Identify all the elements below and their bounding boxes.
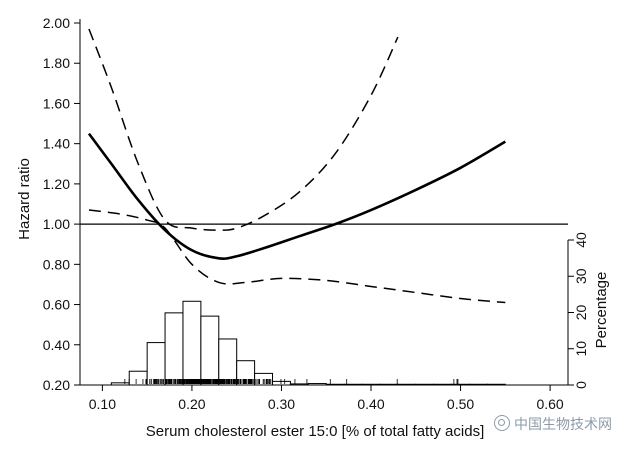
x-tick-label: 0.40 xyxy=(357,396,384,412)
y2-tick-label: 20 xyxy=(573,305,589,321)
axes xyxy=(74,19,574,391)
x-tick-label: 0.30 xyxy=(268,396,295,412)
x-tick-label: 0.10 xyxy=(89,396,116,412)
histogram-bar xyxy=(272,380,291,386)
curve-lines xyxy=(87,28,506,304)
y2-axis-title: Percentage xyxy=(593,272,610,349)
rug-ticks xyxy=(124,379,459,384)
upper-ci-line xyxy=(88,28,399,231)
y-tick-label: 1.60 xyxy=(43,95,70,111)
y-tick-label: 0.20 xyxy=(43,377,70,393)
histogram-bar xyxy=(218,338,238,386)
y2-tick-label: 30 xyxy=(573,268,589,284)
watermark-text: 中国生物技术网 xyxy=(514,417,612,433)
histogram-bar xyxy=(128,370,148,386)
x-tick-label: 0.50 xyxy=(447,396,474,412)
histogram-bars xyxy=(110,300,506,386)
x-tick-label: 0.60 xyxy=(536,396,563,412)
y2-tick-label: 40 xyxy=(573,232,589,248)
x-tick-label: 0.20 xyxy=(178,396,205,412)
y2-tick-label: 10 xyxy=(573,341,589,357)
wechat-icon xyxy=(494,415,510,431)
y-tick-label: 1.20 xyxy=(43,176,70,192)
histogram-bar xyxy=(164,312,184,386)
y-tick-label: 1.80 xyxy=(43,55,70,71)
y-tick-label: 1.00 xyxy=(43,216,70,232)
y-tick-label: 0.80 xyxy=(43,256,70,272)
y-tick-label: 0.40 xyxy=(43,337,70,353)
watermark: 中国生物技术网 xyxy=(494,414,612,434)
y-axis-title: Hazard ratio xyxy=(16,158,33,240)
y-tick-label: 0.60 xyxy=(43,297,70,313)
y-tick-label: 1.40 xyxy=(43,136,70,152)
y2-tick-label: 0 xyxy=(573,381,589,389)
histogram-bar xyxy=(146,342,166,386)
y-tick-label: 2.00 xyxy=(43,15,70,31)
hazard-ratio-line xyxy=(87,132,506,260)
histogram-bar xyxy=(200,315,220,386)
tick-labels: 0.20 0.40 0.60 0.80 1.00 1.20 1.40 1.60 1.80 2.00… xyxy=(43,15,589,412)
x-axis-title: Serum cholesterol ester 15:0 [% of total… xyxy=(146,423,485,440)
histogram-bar xyxy=(182,300,202,386)
lower-ci-line xyxy=(88,209,506,304)
